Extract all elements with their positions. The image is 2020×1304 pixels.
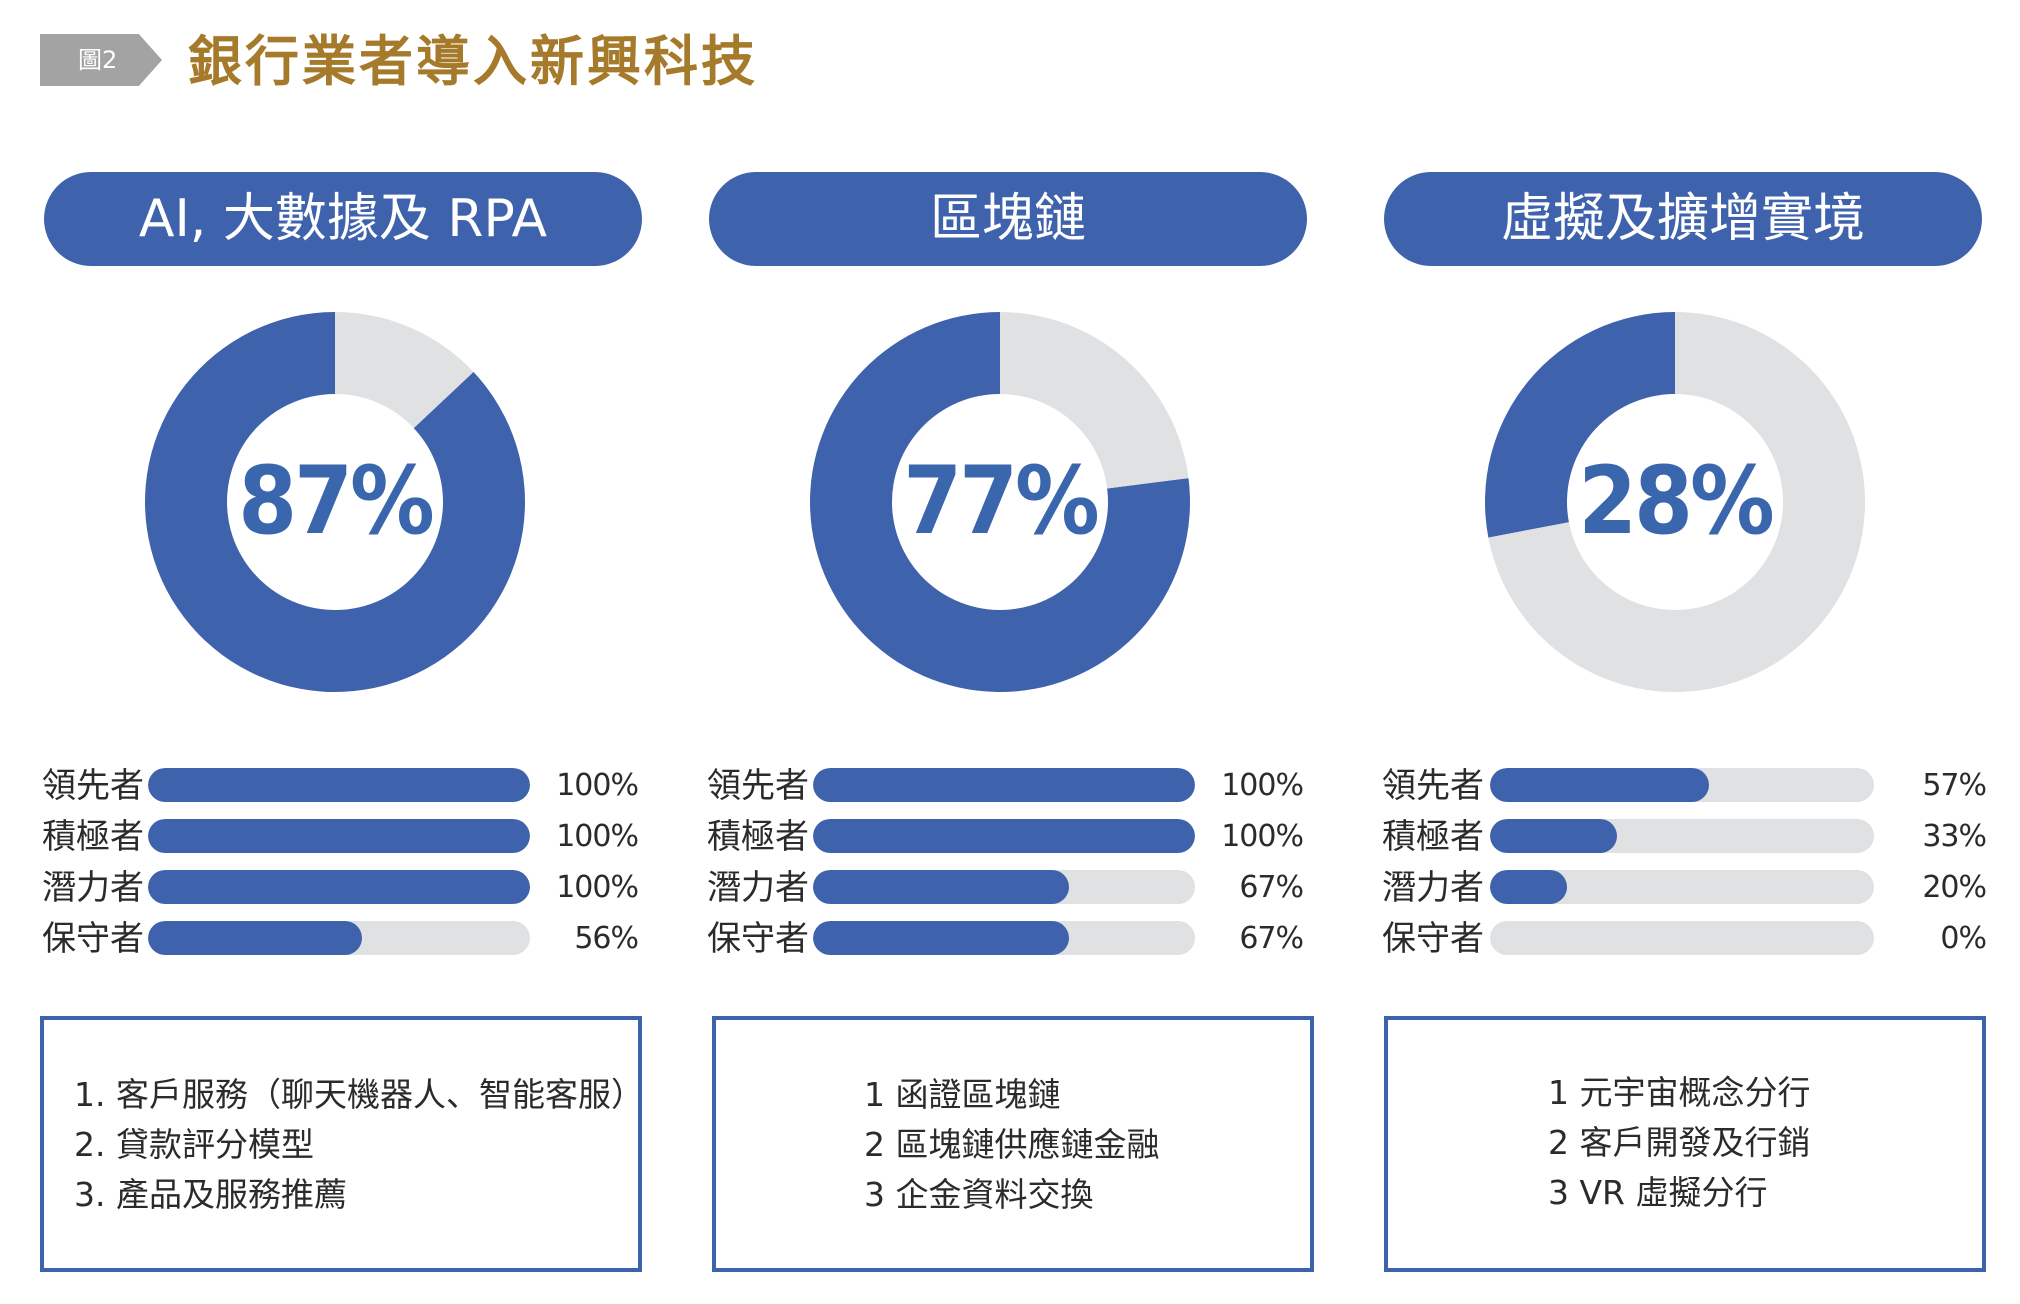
- figure-tag: 圖2: [40, 34, 162, 86]
- note-line: 2 區塊鏈供應鏈金融: [864, 1125, 1160, 1164]
- bar-row: 保守者 67%: [705, 917, 1305, 968]
- bar-value-label: 100%: [556, 870, 639, 905]
- bar-category-label: 積極者: [707, 817, 809, 857]
- bar-category-label: 保守者: [42, 919, 144, 959]
- bar-track: [813, 819, 1195, 853]
- bar-fill: [1490, 819, 1617, 853]
- bar-row: 積極者 100%: [40, 815, 640, 866]
- bar-value-label: 56%: [574, 921, 639, 956]
- bar-value-label: 100%: [1221, 819, 1304, 854]
- bar-row: 領先者 100%: [705, 764, 1305, 815]
- donut-slice-adopted: [810, 312, 1190, 692]
- notes-box-blockchain: 1 函證區塊鏈 2 區塊鏈供應鏈金融 3 企金資料交換: [712, 1016, 1314, 1272]
- bar-row: 領先者 100%: [40, 764, 640, 815]
- bar-fill: [813, 921, 1069, 955]
- bar-value-label: 100%: [556, 819, 639, 854]
- donut-slice-remaining: [1000, 312, 1189, 489]
- bar-fill: [1490, 768, 1709, 802]
- bar-track: [148, 870, 530, 904]
- bar-track: [813, 870, 1195, 904]
- panel-vr-ar: 虛擬及擴增實境 28% 領先者 57% 積極者 33% 潛力者 20% 保守者 0%: [1380, 0, 1987, 1304]
- bar-track: [1490, 819, 1874, 853]
- segment-bars: 領先者 100% 積極者 100% 潛力者 100% 保守者 56%: [40, 764, 640, 968]
- note-line: 3. 產品及服務推薦: [74, 1175, 347, 1214]
- bar-category-label: 領先者: [42, 766, 144, 806]
- bar-category-label: 潛力者: [42, 868, 144, 908]
- bar-track: [1490, 921, 1874, 955]
- bar-fill: [148, 768, 530, 802]
- bar-category-label: 保守者: [707, 919, 809, 959]
- donut-center-percent: 28%: [1578, 447, 1774, 556]
- panel-blockchain: 區塊鏈 77% 領先者 100% 積極者 100% 潛力者 67% 保守者 67%: [705, 0, 1307, 1304]
- bar-row: 保守者 0%: [1380, 917, 1987, 968]
- bar-fill: [813, 819, 1195, 853]
- note-line: 1 函證區塊鏈: [864, 1075, 1061, 1114]
- bar-track: [813, 768, 1195, 802]
- bar-value-label: 20%: [1922, 870, 1987, 905]
- panel-title: 區塊鏈: [709, 172, 1307, 266]
- bar-category-label: 積極者: [42, 817, 144, 857]
- bar-track: [1490, 768, 1874, 802]
- bar-fill: [148, 921, 362, 955]
- bar-value-label: 0%: [1940, 921, 1987, 956]
- bar-value-label: 67%: [1239, 870, 1304, 905]
- panel-title: 虛擬及擴增實境: [1384, 172, 1982, 266]
- note-line: 3 VR 虛擬分行: [1548, 1173, 1768, 1212]
- bar-category-label: 保守者: [1382, 919, 1484, 959]
- bar-row: 潛力者 20%: [1380, 866, 1987, 917]
- bar-value-label: 100%: [556, 768, 639, 803]
- donut-chart: [1485, 312, 1865, 693]
- bar-value-label: 57%: [1922, 768, 1987, 803]
- bar-row: 保守者 56%: [40, 917, 640, 968]
- bar-track: [148, 819, 530, 853]
- segment-bars: 領先者 100% 積極者 100% 潛力者 67% 保守者 67%: [705, 764, 1305, 968]
- bar-track: [813, 921, 1195, 955]
- note-line: 2. 貸款評分模型: [74, 1125, 314, 1164]
- bar-fill: [148, 870, 530, 904]
- bar-row: 積極者 100%: [705, 815, 1305, 866]
- bar-value-label: 100%: [1221, 768, 1304, 803]
- bar-category-label: 領先者: [707, 766, 809, 806]
- note-line: 2 客戶開發及行銷: [1548, 1123, 1811, 1162]
- bar-category-label: 積極者: [1382, 817, 1484, 857]
- bar-track: [1490, 870, 1874, 904]
- bar-row: 潛力者 100%: [40, 866, 640, 917]
- bar-fill: [813, 768, 1195, 802]
- donut-center-percent: 77%: [903, 447, 1099, 556]
- bar-track: [148, 768, 530, 802]
- bar-fill: [813, 870, 1069, 904]
- bar-category-label: 潛力者: [1382, 868, 1484, 908]
- donut-slice-remaining: [1488, 312, 1865, 693]
- donut-slice-adopted: [1485, 312, 1675, 538]
- bar-row: 潛力者 67%: [705, 866, 1305, 917]
- donut-chart: [144, 312, 525, 692]
- bar-category-label: 領先者: [1382, 766, 1484, 806]
- bar-row: 積極者 33%: [1380, 815, 1987, 866]
- panel-ai-bigdata-rpa: AI, 大數據及 RPA 87% 領先者 100% 積極者 100% 潛力者 100% 保守者 5…: [40, 0, 642, 1304]
- notes-box-vr-ar: 1 元宇宙概念分行 2 客戶開發及行銷 3 VR 虛擬分行: [1384, 1016, 1986, 1272]
- bar-value-label: 33%: [1922, 819, 1987, 854]
- bar-value-label: 67%: [1239, 921, 1304, 956]
- bar-track: [148, 921, 530, 955]
- note-line: 1 元宇宙概念分行: [1548, 1073, 1811, 1112]
- bar-row: 領先者 57%: [1380, 764, 1987, 815]
- donut-slice-remaining: [335, 312, 474, 429]
- donut-slice-adopted: [144, 312, 525, 692]
- donut-chart: [810, 312, 1190, 692]
- bar-category-label: 潛力者: [707, 868, 809, 908]
- note-line: 1. 客戶服務（聊天機器人、智能客服）: [74, 1075, 644, 1114]
- donut-center-percent: 87%: [238, 447, 434, 556]
- bar-fill: [148, 819, 530, 853]
- note-line: 3 企金資料交換: [864, 1175, 1094, 1214]
- bar-fill: [1490, 870, 1567, 904]
- figure-title: 銀行業者導入新興科技: [188, 29, 758, 93]
- notes-box-ai-bigdata-rpa: 1. 客戶服務（聊天機器人、智能客服） 2. 貸款評分模型 3. 產品及服務推薦: [40, 1016, 644, 1272]
- segment-bars: 領先者 57% 積極者 33% 潛力者 20% 保守者 0%: [1380, 764, 1987, 968]
- panel-title: AI, 大數據及 RPA: [44, 172, 642, 266]
